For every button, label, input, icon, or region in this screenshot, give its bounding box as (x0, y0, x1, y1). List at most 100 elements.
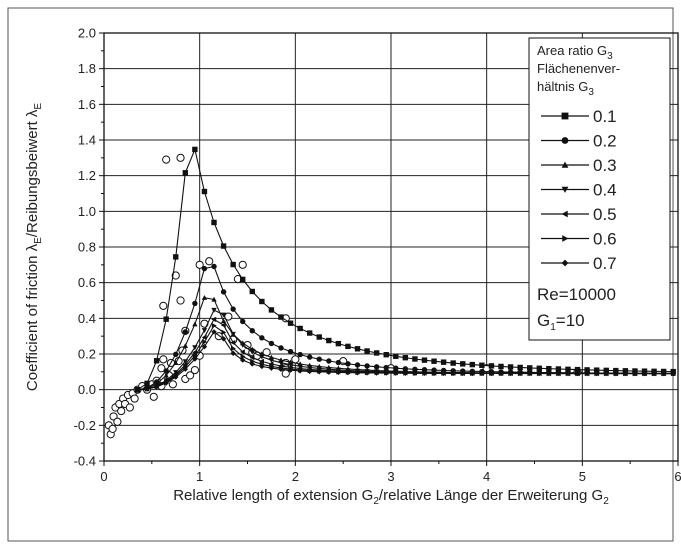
marker-triangle-down (297, 364, 303, 369)
marker-triangle-down (268, 358, 275, 363)
marker-open-circle (168, 380, 177, 389)
marker-diamond (546, 370, 552, 377)
marker-square (469, 361, 476, 368)
legend-label: 0.4 (593, 181, 617, 200)
axis-titles: Relative length of extension G2/relative… (24, 103, 609, 507)
marker-triangle-down (240, 342, 246, 348)
marker-open-circle (117, 406, 126, 416)
y-tick-label: 1.2 (78, 168, 96, 183)
marker-diamond (134, 386, 141, 393)
marker-square (326, 337, 332, 344)
marker-square (593, 367, 600, 373)
y-tick-label: 1.8 (78, 61, 96, 76)
marker-triangle-right (202, 339, 208, 345)
marker-square (230, 261, 236, 268)
marker-square (527, 365, 533, 371)
x-tick-label: 5 (579, 469, 586, 484)
legend-title-line2: Flächenenver- (537, 61, 620, 76)
marker-triangle-right (221, 329, 227, 336)
marker-square (488, 363, 495, 369)
marker-circle (240, 318, 246, 325)
marker-circle (383, 364, 389, 371)
marker-triangle-left (268, 361, 274, 367)
marker-square (163, 316, 169, 322)
marker-triangle-right (211, 322, 217, 329)
y-tick-label: 1.6 (78, 97, 96, 112)
marker-open-circle (159, 301, 168, 310)
x-tick-label: 3 (387, 469, 394, 484)
marker-triangle-up (561, 161, 569, 168)
marker-square (345, 343, 351, 350)
y-tick-label: 2.0 (78, 26, 96, 41)
marker-square (297, 325, 303, 332)
marker-triangle-up (201, 295, 208, 300)
marker-diamond (555, 370, 562, 377)
marker-diamond (144, 386, 150, 392)
legend-title-line3: hältnis G3 (537, 79, 594, 98)
marker-triangle-up (182, 343, 189, 348)
axis-ticks: 0 1 2 3 4 5 6 -0.4 -0.2 0.0 0.2 0.4 0.6 0.8 1.0 1.2 1.4 1… (74, 26, 681, 485)
marker-circle (163, 368, 169, 374)
marker-open-circle (171, 271, 180, 280)
marker-square (498, 363, 504, 370)
grid (104, 33, 678, 461)
y-tick-label: 1.0 (78, 204, 96, 219)
marker-diamond (565, 370, 571, 377)
marker-diamond (249, 361, 255, 367)
marker-diamond (651, 370, 657, 377)
marker-square (364, 348, 370, 354)
marker-diamond (192, 356, 198, 362)
marker-triangle-down (211, 307, 217, 313)
marker-circle (220, 289, 227, 295)
marker-diamond (660, 370, 667, 377)
marker-circle (345, 361, 351, 367)
marker-square (507, 364, 514, 370)
marker-diamond (488, 370, 495, 377)
marker-square (402, 354, 409, 361)
marker-open-circle (186, 371, 195, 380)
marker-open-circle (176, 296, 185, 305)
marker-square (240, 276, 246, 283)
marker-square (546, 365, 552, 372)
marker-square (421, 357, 428, 363)
marker-open-circle (291, 355, 300, 364)
marker-diamond (345, 369, 351, 376)
y-tick-label: 0.6 (78, 275, 96, 290)
marker-square (517, 364, 523, 371)
marker-open-circle (205, 257, 214, 266)
marker-diamond (469, 370, 476, 377)
marker-diamond (507, 370, 514, 377)
marker-diamond (297, 368, 303, 374)
legend-label: 0.2 (593, 132, 617, 151)
marker-circle (182, 329, 189, 335)
marker-open-circle (190, 365, 199, 375)
marker-square (412, 356, 418, 362)
marker-circle (364, 363, 370, 369)
marker-triangle-left (230, 339, 236, 346)
marker-open-circle (130, 394, 139, 403)
marker-square (373, 350, 380, 356)
marker-diamond (613, 370, 619, 377)
marker-square (306, 330, 313, 336)
marker-diamond (278, 366, 284, 373)
y-tick-label: 1.4 (78, 133, 96, 148)
marker-square (460, 361, 466, 367)
marker-square (268, 307, 275, 313)
marker-diamond (182, 366, 189, 372)
marker-triangle-down (230, 331, 236, 337)
marker-square (335, 340, 342, 347)
y-tick-label: 0.4 (78, 311, 96, 326)
marker-triangle-left (201, 334, 207, 341)
marker-triangle-down (259, 354, 265, 360)
marker-diamond (421, 370, 428, 377)
marker-triangle-down (249, 349, 255, 355)
marker-triangle-left (249, 354, 255, 361)
marker-circle (249, 328, 255, 334)
marker-triangle-up (173, 360, 179, 365)
marker-circle (192, 300, 198, 307)
y-tick-label: 0.8 (78, 240, 96, 255)
marker-triangle-down (182, 359, 189, 365)
marker-triangle-left (259, 358, 265, 365)
marker-diamond (450, 370, 456, 377)
